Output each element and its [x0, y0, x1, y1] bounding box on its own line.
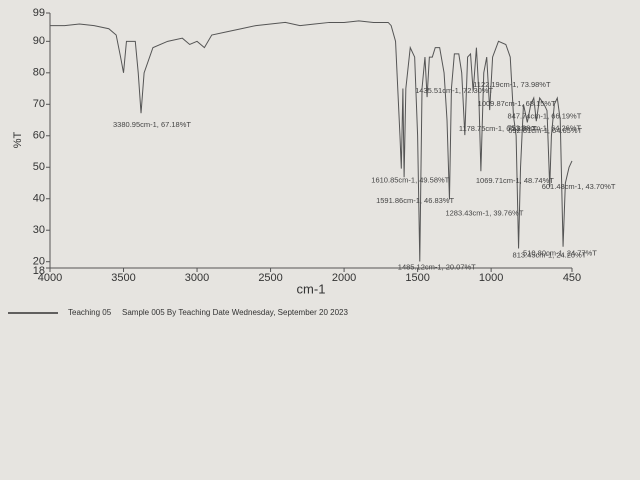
y-tick-label: 80 [33, 67, 45, 79]
peak-label: 1069.71cm-1, 48.74%T [476, 176, 554, 185]
y-tick-label: 90 [33, 35, 45, 47]
peak-label: 1283.43cm-1, 39.76%T [445, 208, 523, 217]
y-tick-label: 18 [33, 265, 45, 277]
peak-label: 813.45cm-1, 24.20%T [513, 250, 587, 259]
peak-label: 1122.19cm-1, 73.98%T [473, 80, 551, 89]
x-axis-label: cm-1 [297, 281, 326, 296]
y-tick-label: 40 [33, 193, 45, 205]
x-tick-label: 3500 [111, 272, 135, 284]
spectrum-line [50, 20, 573, 262]
peak-label: 753.86cm-1, 64.26%T [507, 123, 581, 132]
x-tick-label: 2500 [258, 272, 282, 284]
peak-label: 1178.75cm-1, 60.23%T [459, 124, 537, 133]
x-tick-label: 450 [563, 272, 581, 284]
peak-label: 510.80cm-1, 24.77%T [523, 249, 597, 258]
peak-label: 1485.12cm-1, 20.07%T [398, 262, 476, 271]
peak-label: 692.81cm-1, 64.65%T [508, 126, 582, 135]
y-axis-label: %T [12, 131, 24, 148]
peak-label: 847.74cm-1, 66.19%T [508, 111, 582, 120]
peak-label: 1591.86cm-1, 46.83%T [376, 196, 454, 205]
x-tick-label: 3000 [185, 272, 209, 284]
x-tick-label: 1000 [479, 272, 503, 284]
peak-label: 1435.51cm-1, 72.30%T [415, 86, 493, 95]
sample-info: Sample 005 By Teaching Date Wednesday, S… [122, 308, 348, 317]
y-tick-label: 50 [33, 161, 45, 173]
y-tick-label: 99 [33, 7, 45, 19]
y-tick-label: 20 [33, 256, 45, 268]
peak-label: 601.48cm-1, 43.70%T [542, 182, 616, 191]
x-tick-label: 1500 [405, 272, 429, 284]
peak-label: 1610.85cm-1, 49.58%T [371, 176, 449, 185]
legend-label: Teaching 05 [68, 308, 112, 317]
x-tick-label: 2000 [332, 272, 356, 284]
y-tick-label: 30 [33, 224, 45, 236]
peak-label: 3380.95cm-1, 67.18%T [113, 120, 191, 129]
y-tick-label: 70 [33, 98, 45, 110]
peak-label: 1009.87cm-1, 68.15%T [478, 99, 556, 108]
x-tick-label: 4000 [38, 272, 62, 284]
y-tick-label: 60 [33, 130, 45, 142]
